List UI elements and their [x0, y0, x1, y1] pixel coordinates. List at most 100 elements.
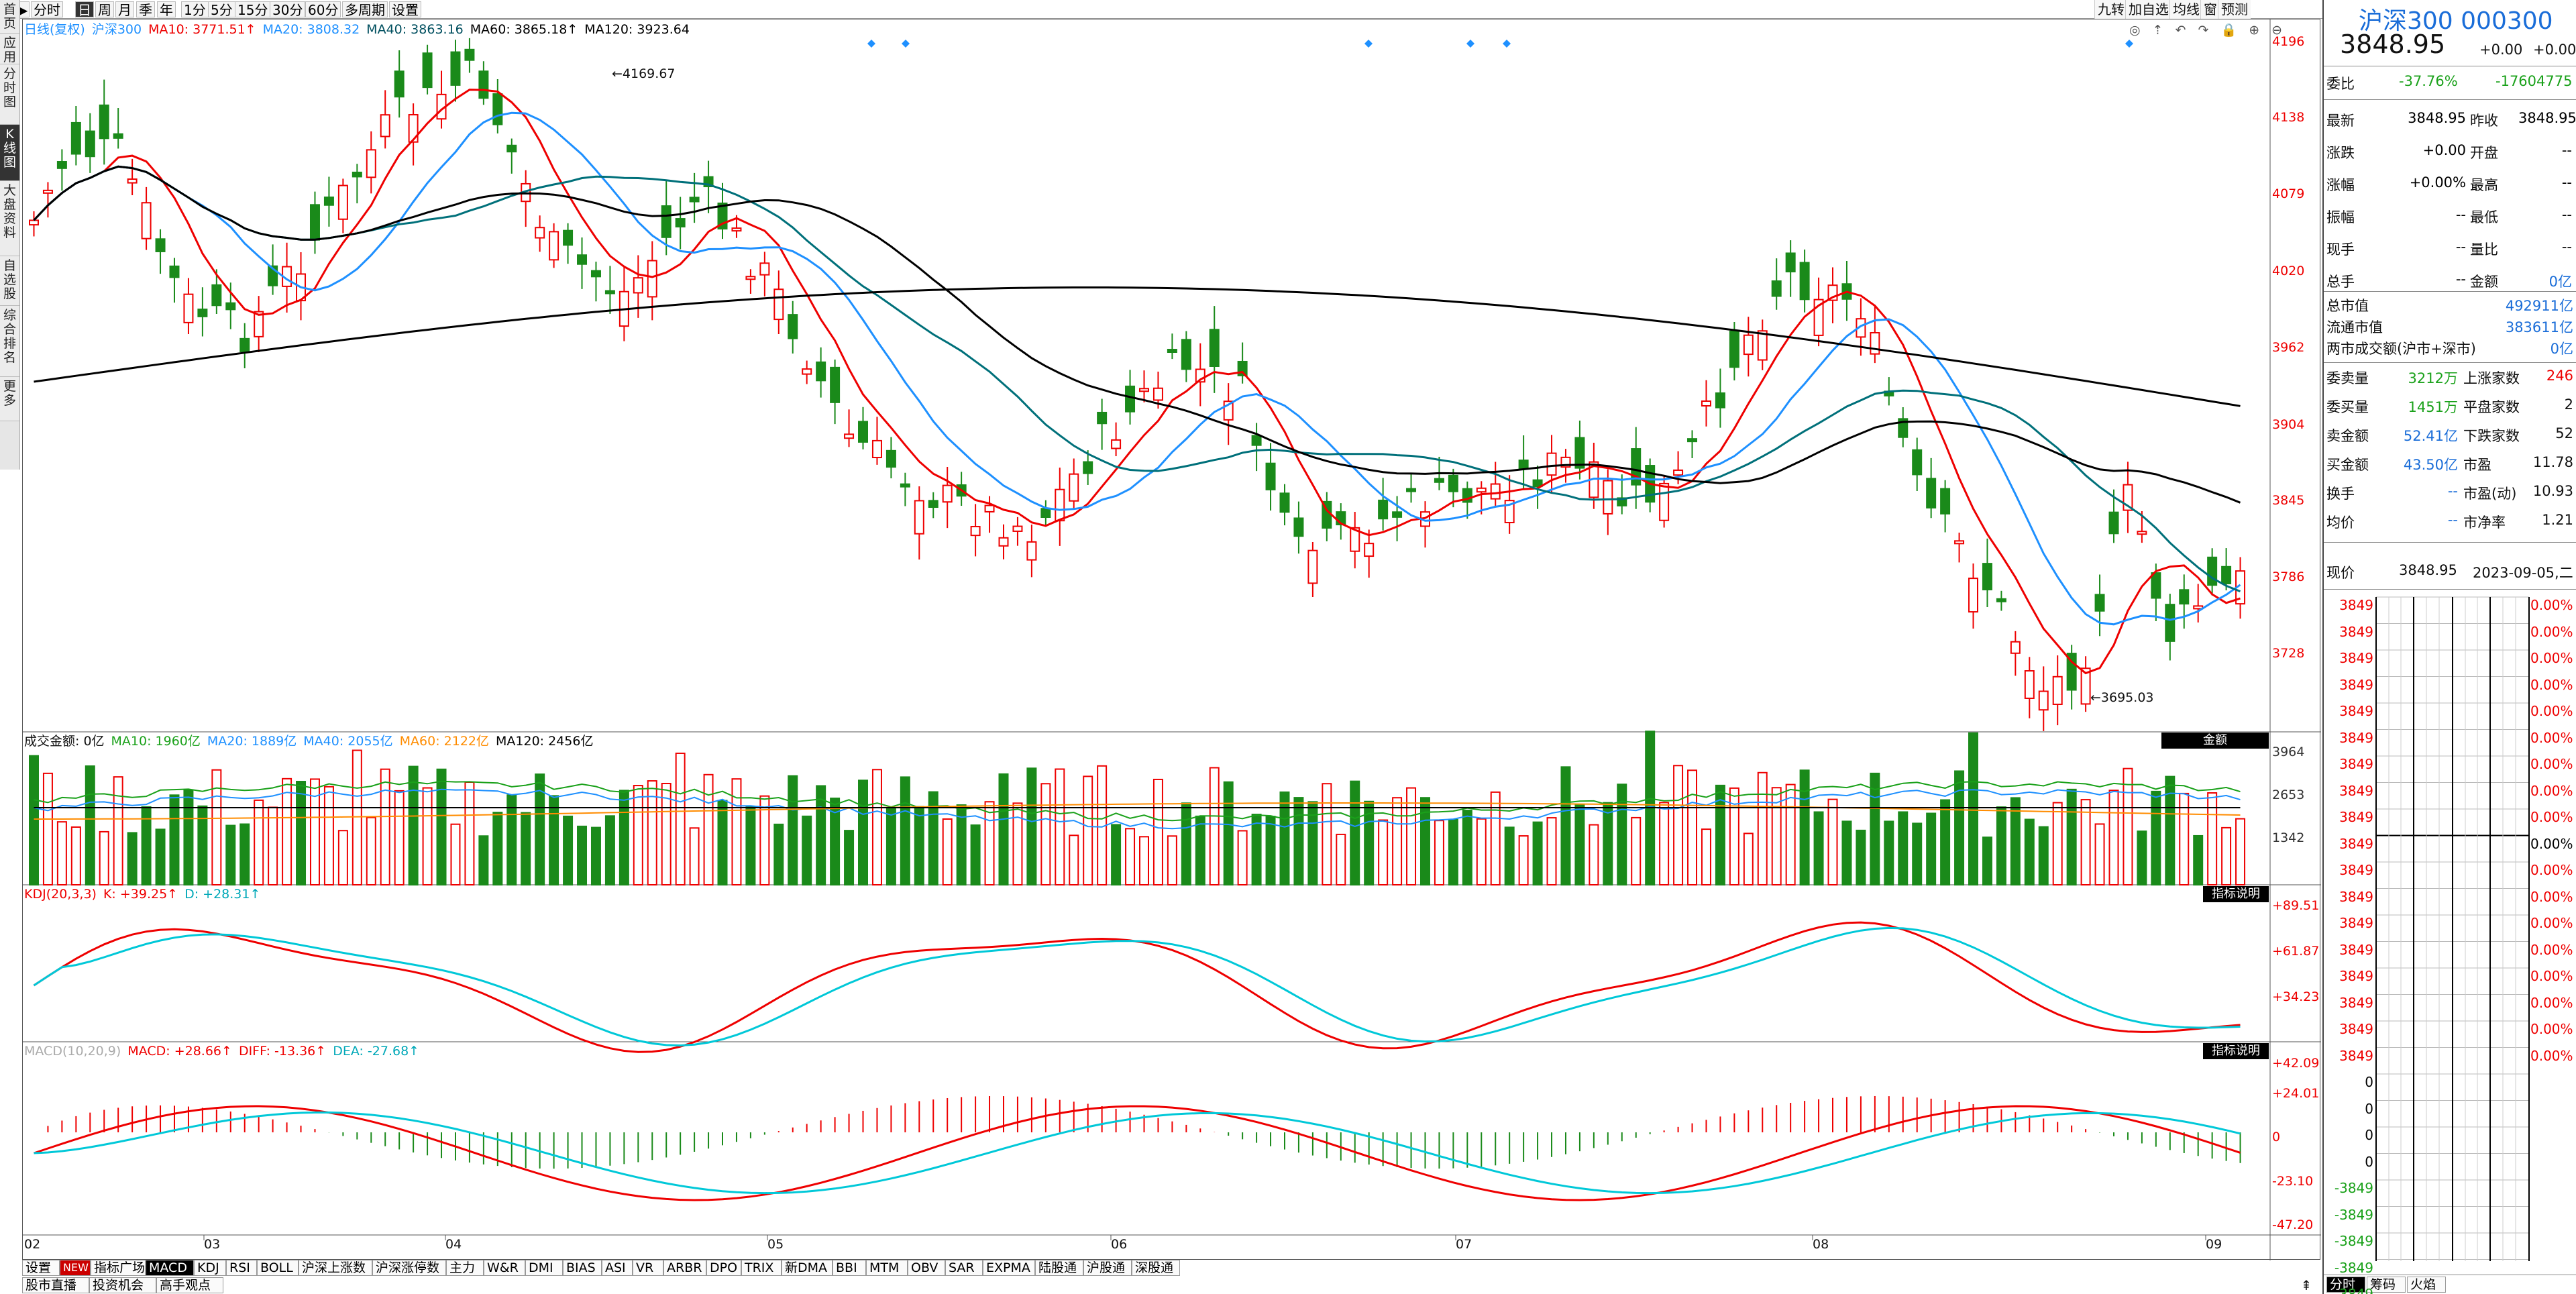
indicator-tab[interactable]: BBI	[833, 1260, 866, 1276]
bottom-link-tab[interactable]: 股市直播	[22, 1277, 89, 1293]
indicator-tab[interactable]: 新DMA	[782, 1260, 833, 1276]
indicator-tab[interactable]: RSI	[226, 1260, 257, 1276]
period-tab[interactable]: 5分	[208, 1, 235, 18]
volume-bar	[1279, 791, 1290, 886]
candle-body	[1040, 508, 1051, 519]
period-tab-selected[interactable]: 日	[75, 1, 94, 18]
volume-axis-label: 1342	[2272, 830, 2305, 845]
indicator-tab[interactable]: ASI	[602, 1260, 633, 1276]
quote-tab[interactable]: 筹码	[2367, 1277, 2406, 1293]
indicator-tab[interactable]: BOLL	[257, 1260, 299, 1276]
indicator-tab[interactable]: 设置	[22, 1260, 60, 1276]
period-tab[interactable]: 60分	[305, 1, 341, 18]
sidebar-item[interactable]: 分时图	[0, 64, 19, 125]
candle-body	[1954, 540, 1965, 545]
volume-badge[interactable]: 金额	[2161, 733, 2269, 749]
multi-period-tab[interactable]: 多周期	[342, 1, 388, 18]
candle-body	[1687, 438, 1698, 443]
signal-diamond	[2125, 40, 2133, 48]
forecast-button[interactable]: 预测	[2218, 0, 2251, 19]
period-tab[interactable]: 季	[136, 1, 155, 18]
candle-body	[1069, 473, 1079, 502]
sidebar-item-label: 更多	[3, 379, 16, 408]
indicator-tab[interactable]: 深股通	[1132, 1260, 1180, 1276]
stat-label: 市盈(动)	[2463, 486, 2517, 502]
volume-bar	[1040, 783, 1051, 885]
period-tab[interactable]: 30分	[270, 1, 306, 18]
indicator-tab[interactable]: 陆股通	[1035, 1260, 1083, 1276]
stat-label: 上涨家数	[2463, 370, 2520, 386]
quote-tab[interactable]: 火焰	[2407, 1277, 2446, 1293]
indicator-tab[interactable]: BIAS	[563, 1260, 602, 1276]
volume-bar	[2137, 830, 2147, 886]
volume-bar	[1617, 784, 1627, 886]
bottom-link-tab[interactable]: 投资机会	[89, 1277, 156, 1293]
settings-tab[interactable]: 设置	[389, 1, 421, 18]
sidebar-item[interactable]: 自选股	[0, 256, 19, 306]
indicator-tab[interactable]: 沪股通	[1083, 1260, 1132, 1276]
indicator-tab[interactable]: KDJ	[194, 1260, 226, 1276]
price-axis-label: 3904	[2272, 417, 2305, 432]
kline-chart-area[interactable]: 日线(复权) 沪深300 MA10: 3771.51↑ MA20: 3808.32 MA…	[22, 19, 2321, 1260]
window-button[interactable]: 窗	[2200, 0, 2220, 19]
indicator-tab[interactable]: VR	[633, 1260, 663, 1276]
candle-body	[1167, 348, 1177, 353]
volume-bar	[2151, 790, 2161, 886]
period-tab[interactable]: 年	[157, 1, 176, 18]
quote-tab[interactable]: 分时	[2326, 1277, 2365, 1293]
sidebar-item[interactable]: 应用	[0, 34, 19, 64]
indicator-tab[interactable]: W&R	[484, 1260, 525, 1276]
volume-bar	[1125, 828, 1136, 885]
indicator-tab[interactable]: EXPMA	[983, 1260, 1035, 1276]
jiuzhuan-button[interactable]: 九转	[2094, 0, 2127, 19]
kdj-help-badge[interactable]: 指标说明	[2203, 886, 2269, 902]
quote-row-value: --	[2455, 239, 2466, 255]
candle-body	[928, 500, 938, 508]
high-annotation: ←4169.67	[612, 66, 676, 81]
period-tab[interactable]: 分时	[31, 1, 63, 18]
indicator-tab[interactable]: TRIX	[741, 1260, 782, 1276]
period-tab[interactable]: 月	[115, 1, 134, 18]
indicator-tab[interactable]: 主力	[446, 1260, 484, 1276]
indicator-tab[interactable]: OBV	[908, 1260, 945, 1276]
indicator-tab[interactable]: DMI	[525, 1260, 563, 1276]
indicator-tab[interactable]: MTM	[866, 1260, 908, 1276]
tick-pct-label: 0.00%	[2530, 915, 2573, 931]
volume-ma120: MA120: 2456亿	[496, 734, 594, 749]
sidebar-item[interactable]: K线图	[0, 125, 19, 181]
volume-bar	[1139, 836, 1149, 885]
candle-body	[506, 144, 517, 153]
ma-button[interactable]: 均线	[2169, 0, 2202, 19]
candle-body	[478, 70, 489, 99]
macd-value: MACD: +28.66↑	[127, 1044, 232, 1059]
indicator-tab[interactable]: MACD	[146, 1260, 194, 1276]
sidebar-item[interactable]: 更多	[0, 377, 19, 421]
indicator-tab[interactable]: 沪深涨停数	[372, 1260, 446, 1276]
sidebar-item[interactable]: 大盘资料	[0, 181, 19, 256]
candle-body	[816, 361, 826, 382]
macd-help-badge[interactable]: 指标说明	[2203, 1043, 2269, 1059]
candle-body	[366, 149, 376, 178]
volume-bar	[1940, 799, 1951, 886]
period-tab[interactable]: 15分	[235, 1, 271, 18]
intraday-grid[interactable]	[2324, 590, 2576, 1275]
sidebar-item[interactable]: 综合排名	[0, 306, 19, 377]
price-axis-label: 4079	[2272, 186, 2305, 201]
indicator-tab[interactable]: SAR	[945, 1260, 983, 1276]
period-tab[interactable]: 周	[95, 1, 114, 18]
price-axis-label: 3786	[2272, 570, 2305, 584]
add-watchlist-button[interactable]: 加自选	[2125, 0, 2171, 19]
candle-body	[1026, 541, 1037, 561]
indicator-tab[interactable]: 沪深上涨数	[299, 1260, 372, 1276]
indicator-tab[interactable]: DPO	[706, 1260, 741, 1276]
period-tab[interactable]: 1分	[181, 1, 209, 18]
collapse-up-icon[interactable]: ⇞	[2300, 1277, 2312, 1293]
bottom-link-tab[interactable]: 高手观点	[156, 1277, 223, 1293]
indicator-tab[interactable]: 指标广场	[91, 1260, 146, 1276]
candle-body	[1152, 387, 1163, 401]
candle-body	[984, 504, 995, 513]
indicator-tab[interactable]: ARBR	[663, 1260, 706, 1276]
sidebar-item[interactable]: 首页	[0, 0, 19, 34]
indicator-tab[interactable]: NEW	[60, 1260, 91, 1276]
chart-tool-icons[interactable]: ◎ ⇡ ↶ ↷ 🔒 ⊕ ⊖	[2129, 23, 2287, 38]
